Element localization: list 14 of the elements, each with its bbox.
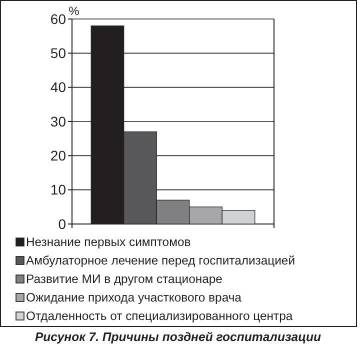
y-tick-label: 10 [50,182,66,198]
y-tick-label: 20 [50,148,66,164]
text: Рисунок 7. Причины поздней госпитализации [34,330,322,344]
y-tick-label: 0 [58,216,66,232]
y-tick-label: 50 [50,45,66,62]
y-tick-label: 30 [50,113,66,130]
y-tick-label: 60 [50,10,66,27]
y-tick-label: 40 [50,79,66,96]
legend-label: Отдаленность от специализированного центра [26,309,293,323]
y-axis-title: % [68,4,80,18]
legend-label: Развитие МИ в другом стационаре [26,272,223,286]
legend-label: Ожидание прихода участкового врача [26,290,242,304]
legend-label: Амбулаторное лечение перед госпитализацией [26,254,296,268]
legend-label: Незнание первых симптомов [26,235,191,249]
